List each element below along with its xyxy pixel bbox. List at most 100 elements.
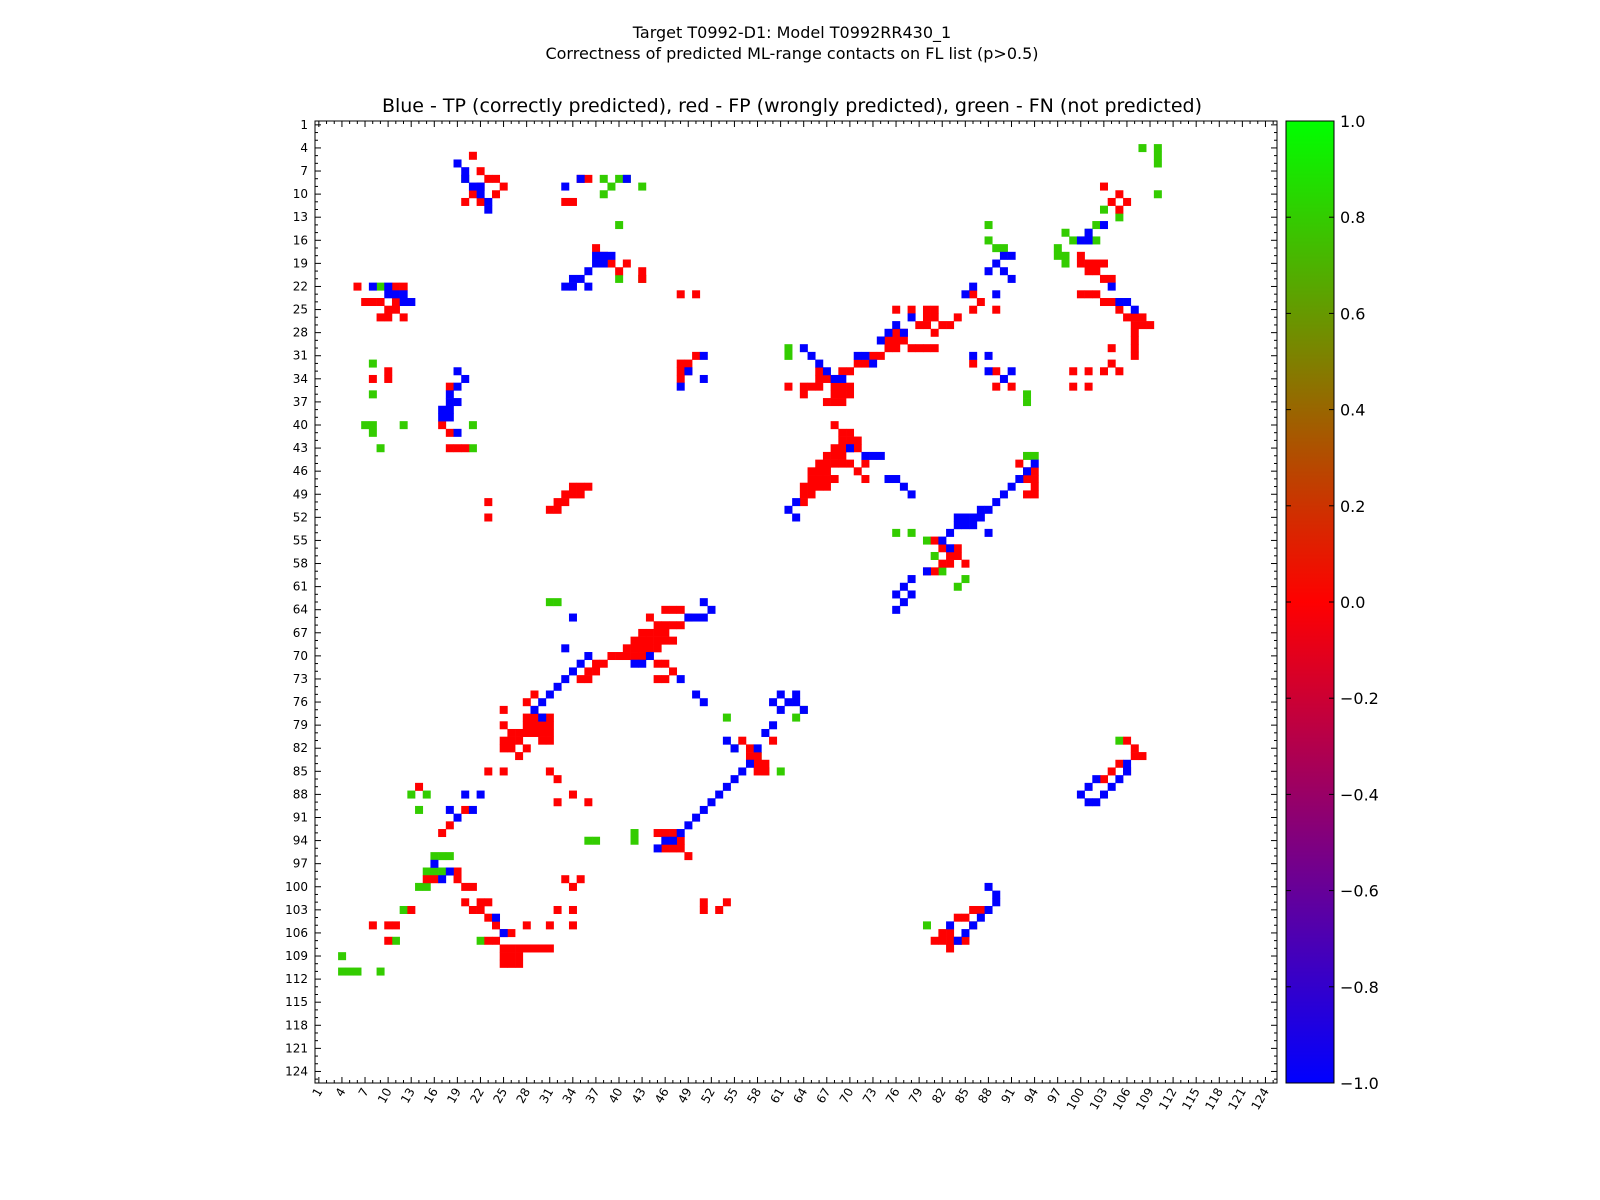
cell-fp bbox=[584, 675, 593, 684]
cell-fp bbox=[969, 359, 978, 368]
cell-tp bbox=[484, 205, 493, 214]
cell-fp bbox=[846, 382, 855, 391]
cell-tp bbox=[1099, 221, 1108, 230]
x-tick-label: 4 bbox=[333, 1086, 349, 1100]
cell-tp bbox=[445, 805, 454, 814]
axis-ticks bbox=[315, 121, 1277, 1083]
cell-tp bbox=[953, 513, 962, 522]
y-tick-label: 67 bbox=[293, 626, 308, 640]
cell-tp bbox=[769, 698, 778, 707]
cell-fp bbox=[661, 829, 670, 838]
cell-fp bbox=[676, 374, 685, 383]
cell-fp bbox=[876, 351, 885, 360]
cell-fp bbox=[699, 905, 708, 914]
colorbar-tick-label: 0.2 bbox=[1340, 497, 1365, 516]
cell-tp bbox=[815, 359, 824, 368]
cell-fp bbox=[1107, 298, 1116, 307]
cell-fn bbox=[722, 713, 731, 722]
cell-fp bbox=[484, 898, 493, 907]
cell-tp bbox=[1007, 367, 1016, 376]
y-tick-label: 88 bbox=[293, 787, 308, 801]
cell-fp bbox=[1084, 367, 1093, 376]
cell-tp bbox=[799, 344, 808, 353]
cell-tp bbox=[730, 744, 739, 753]
y-tick-labels: 1 4 7 10 13 16 19 22 25 28 31 34 37 40 43 46 49 52 55 58 61 6… bbox=[285, 118, 308, 1079]
cell-fp bbox=[1130, 344, 1139, 353]
cell-fp bbox=[930, 536, 939, 545]
y-tick-label: 124 bbox=[285, 1064, 308, 1078]
y-tick-label: 55 bbox=[293, 533, 308, 547]
cell-fp bbox=[522, 698, 531, 707]
y-tick-label: 13 bbox=[293, 210, 308, 224]
cell-fn bbox=[368, 359, 377, 368]
cell-tp bbox=[1092, 798, 1101, 807]
cell-fp bbox=[1084, 382, 1093, 391]
cell-fp bbox=[1099, 259, 1108, 268]
cell-fp bbox=[869, 351, 878, 360]
cell-fp bbox=[661, 844, 670, 853]
cell-tp bbox=[545, 690, 554, 699]
cell-fp bbox=[799, 482, 808, 491]
cell-fp bbox=[499, 736, 508, 745]
cell-fp bbox=[653, 628, 662, 637]
cell-tp bbox=[838, 374, 847, 383]
cell-tp bbox=[799, 705, 808, 714]
cell-fp bbox=[568, 490, 577, 499]
cell-fp bbox=[645, 628, 654, 637]
cell-fp bbox=[1115, 759, 1124, 768]
cell-fn bbox=[999, 244, 1008, 253]
y-tick-label: 100 bbox=[285, 880, 308, 894]
cell-fp bbox=[661, 621, 670, 630]
cell-fp bbox=[522, 721, 531, 730]
cell-tp bbox=[745, 759, 754, 768]
cell-tp bbox=[1084, 782, 1093, 791]
cell-fp bbox=[545, 505, 554, 514]
cell-fp bbox=[815, 459, 824, 468]
cell-fp bbox=[499, 721, 508, 730]
cell-tp bbox=[969, 282, 978, 291]
cell-tp bbox=[907, 575, 916, 584]
cell-tp bbox=[592, 251, 601, 260]
cell-fp bbox=[461, 197, 470, 206]
cell-fp bbox=[846, 459, 855, 468]
cell-fp bbox=[992, 305, 1001, 314]
y-tick-label: 7 bbox=[300, 164, 308, 178]
cell-fn bbox=[599, 174, 608, 183]
colorbar-tick-label: 0.4 bbox=[1340, 401, 1365, 420]
cell-fp bbox=[645, 644, 654, 653]
cell-fp bbox=[822, 482, 831, 491]
cell-fp bbox=[892, 344, 901, 353]
cell-tp bbox=[453, 382, 462, 391]
cell-tp bbox=[822, 367, 831, 376]
cell-fp bbox=[592, 667, 601, 676]
cell-fp bbox=[661, 605, 670, 614]
cell-fp bbox=[430, 875, 439, 884]
cell-fp bbox=[1030, 490, 1039, 499]
cell-tp bbox=[445, 867, 454, 876]
cell-tp bbox=[946, 528, 955, 537]
cell-tp bbox=[461, 790, 470, 799]
cell-fp bbox=[961, 936, 970, 945]
y-tick-label: 58 bbox=[293, 557, 308, 571]
y-tick-label: 112 bbox=[285, 972, 308, 986]
x-tick-label: 34 bbox=[560, 1086, 580, 1106]
cell-fp bbox=[476, 898, 485, 907]
cell-fp bbox=[399, 282, 408, 291]
cell-fp bbox=[669, 621, 678, 630]
cell-tp bbox=[907, 590, 916, 599]
cell-fp bbox=[1107, 197, 1116, 206]
cell-fp bbox=[368, 921, 377, 930]
cell-tp bbox=[869, 451, 878, 460]
y-tick-label: 85 bbox=[293, 764, 308, 778]
cell-fp bbox=[922, 344, 931, 353]
cell-fp bbox=[561, 197, 570, 206]
cell-fp bbox=[669, 605, 678, 614]
cell-tp bbox=[676, 829, 685, 838]
cell-tp bbox=[969, 921, 978, 930]
cell-tp bbox=[638, 659, 647, 668]
cell-fn bbox=[1115, 213, 1124, 222]
cell-fp bbox=[476, 167, 485, 176]
cell-tp bbox=[1092, 775, 1101, 784]
y-tick-label: 70 bbox=[293, 649, 308, 663]
cell-fp bbox=[745, 744, 754, 753]
